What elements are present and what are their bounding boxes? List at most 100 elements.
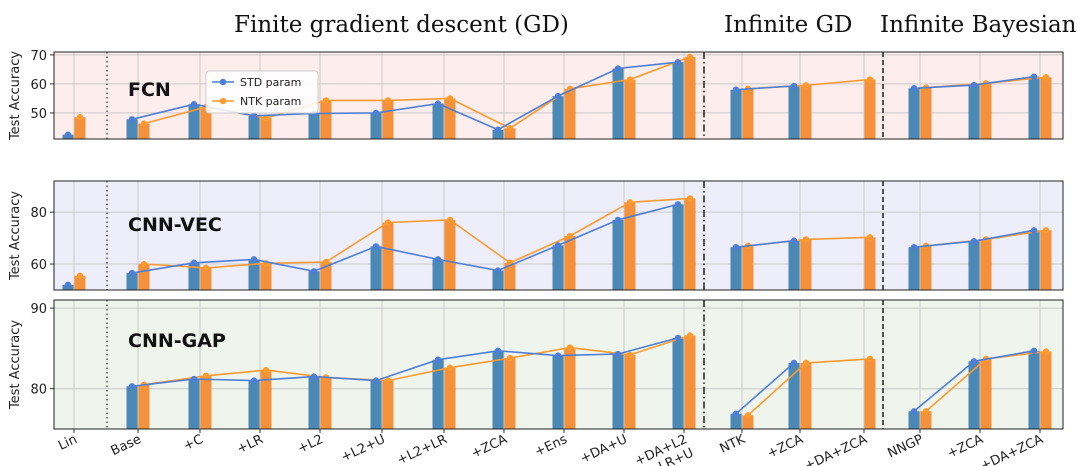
point-ntk-param (802, 236, 810, 243)
bar-std-param (370, 246, 382, 290)
bar-std-param (1028, 230, 1040, 290)
point-ntk-param (866, 234, 874, 241)
bar-std-param (908, 88, 920, 139)
point-std-param (64, 281, 72, 289)
point-std-param (128, 116, 136, 123)
panel-frame (53, 180, 1064, 291)
point-std-param (674, 58, 682, 66)
bar-ntk-param (74, 275, 86, 290)
series-line-std (735, 239, 795, 248)
point-std-param (910, 408, 918, 415)
bar-ntk-param (624, 354, 636, 429)
bar-std-param (432, 103, 444, 139)
bar-ntk-param (320, 261, 332, 290)
bar-std-param (248, 115, 260, 139)
point-ntk-param (140, 120, 148, 127)
panel-title: CNN-VEC (128, 214, 222, 236)
bar-std-param (248, 259, 260, 290)
point-std-param (190, 375, 198, 383)
bar-ntk-param (138, 384, 150, 429)
point-std-param (970, 81, 978, 89)
bar-std-param (612, 68, 624, 139)
point-std-param (494, 126, 502, 133)
bar-std-param (370, 380, 382, 429)
bar-ntk-param (684, 56, 696, 139)
bar-ntk-param (1040, 77, 1052, 139)
bar-std-param (308, 113, 320, 139)
bar-ntk-param (864, 237, 876, 290)
bar-std-param (308, 376, 320, 429)
point-ntk-param (1042, 348, 1050, 355)
bar-std-param (672, 62, 684, 139)
point-ntk-param (322, 97, 330, 104)
bar-ntk-param (200, 267, 212, 290)
legend-ntk-marker (219, 97, 227, 105)
point-std-param (310, 373, 318, 380)
bar-std-param (672, 337, 684, 429)
bar-ntk-param (742, 88, 754, 139)
bar-ntk-param (624, 79, 636, 139)
bar-ntk-param (138, 123, 150, 139)
point-ntk-param (686, 195, 694, 202)
point-std-param (494, 267, 502, 274)
bar-std-param (552, 96, 564, 139)
bar-std-param (552, 245, 564, 290)
bar-ntk-param (564, 347, 576, 429)
point-std-param (1030, 347, 1038, 354)
point-ntk-param (506, 125, 514, 132)
bar-ntk-param (74, 117, 86, 139)
point-ntk-param (140, 260, 148, 268)
x-tick-label: +DA+U (578, 432, 630, 466)
x-tick-label: +LR (235, 432, 266, 457)
point-std-param (434, 256, 442, 263)
point-ntk-param (322, 258, 330, 266)
bar-ntk-param (260, 263, 272, 290)
x-tick-label: +DA+ZCA (802, 432, 869, 466)
bar-ntk-param (800, 239, 812, 290)
bar-ntk-param (684, 198, 696, 290)
point-std-param (910, 85, 918, 92)
bar-ntk-param (980, 358, 992, 429)
point-std-param (554, 242, 562, 249)
x-tick-label: +L2 (295, 432, 325, 457)
bar-ntk-param (444, 367, 456, 429)
point-std-param (64, 131, 72, 138)
point-ntk-param (384, 377, 392, 384)
point-std-param (674, 334, 682, 342)
bar-std-param (612, 354, 624, 429)
bar-std-param (730, 247, 742, 290)
bar-ntk-param (260, 118, 272, 139)
point-std-param (732, 410, 740, 417)
point-ntk-param (1042, 74, 1050, 81)
x-tick-label: +ZCA (469, 432, 510, 462)
point-ntk-param (446, 216, 454, 224)
bar-ntk-param (864, 79, 876, 139)
bar-ntk-param (980, 83, 992, 139)
bar-std-param (188, 262, 200, 290)
bar-std-param (968, 361, 980, 429)
bar-std-param (730, 413, 742, 429)
bar-ntk-param (742, 415, 754, 429)
point-std-param (674, 201, 682, 208)
bar-std-param (788, 240, 800, 290)
bar-std-param (552, 355, 564, 429)
bar-ntk-param (138, 264, 150, 290)
point-ntk-param (446, 364, 454, 371)
point-std-param (732, 86, 740, 93)
point-std-param (372, 243, 380, 250)
point-std-param (790, 82, 798, 90)
bar-ntk-param (504, 128, 516, 139)
point-std-param (372, 109, 380, 117)
bar-std-param (788, 362, 800, 429)
bar-std-param (370, 112, 382, 139)
panel-fcn: 50 60 70 FCN Test Accuracy (8, 49, 1064, 141)
point-std-param (790, 359, 798, 367)
point-ntk-param (626, 351, 634, 359)
point-ntk-param (866, 76, 874, 83)
point-std-param (190, 259, 198, 266)
point-std-param (732, 243, 740, 251)
y-axis-label: Test Accuracy (8, 320, 23, 410)
point-std-param (128, 269, 136, 277)
point-ntk-param (566, 344, 574, 351)
